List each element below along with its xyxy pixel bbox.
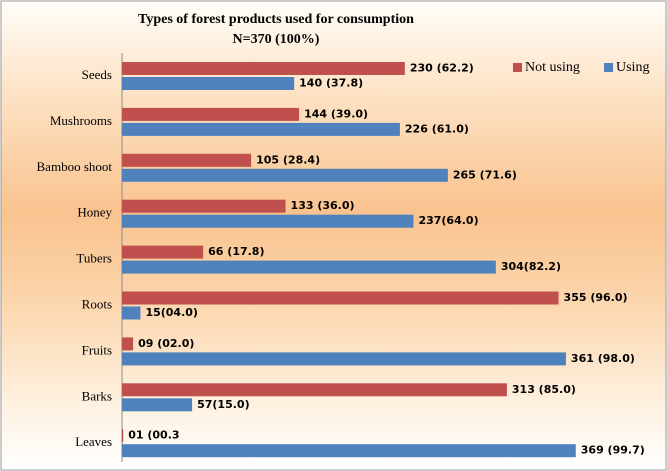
legend-swatch [604,63,613,72]
bar [122,383,507,397]
y-tick-label: Fruits [82,342,112,357]
bar [122,199,286,213]
data-label: 265 (71.6) [453,168,517,181]
y-tick-label: Tubers [76,251,112,266]
data-label: 09 (02.0) [138,337,194,350]
chart-subtitle: N=370 (100%) [233,32,320,47]
data-label: 133 (36.0) [291,199,355,212]
data-label: 140 (37.8) [299,77,363,90]
bar [122,245,204,259]
chart-title: Types of forest products used for consum… [138,12,414,27]
legend-swatch [513,63,522,72]
bar [122,260,496,274]
data-label: 355 (96.0) [564,291,628,304]
legend-label: Using [616,60,649,75]
y-tick-label: Bamboo shoot [37,159,113,174]
bar [122,122,400,136]
data-label: 304(82.2) [501,260,561,273]
bar [122,77,295,90]
y-tick-label: Mushrooms [50,113,112,128]
bar [122,306,141,320]
legend-label: Not using [525,60,580,75]
data-label: 105 (28.4) [256,153,320,166]
bar [122,214,414,228]
y-tick-label: Leaves [75,434,112,449]
data-label: 57(15.0) [197,398,250,411]
bar [122,168,448,182]
y-tick-label: Honey [77,205,112,220]
data-label: 01 (00.3 [128,429,179,442]
data-label: 313 (85.0) [512,383,576,396]
bar [122,444,576,458]
data-label: 369 (99.7) [581,444,645,457]
data-label: 361 (98.0) [571,352,635,365]
y-tick-label: Barks [82,388,112,403]
bar [122,337,134,351]
data-label: 144 (39.0) [304,107,368,120]
data-label: 15(04.0) [145,306,198,319]
bar [122,107,300,121]
bar [122,62,405,75]
data-label: 226 (61.0) [405,122,469,135]
bar [122,153,252,167]
data-label: 230 (62.2) [410,62,474,75]
data-label: 66 (17.8) [208,245,264,258]
bar [122,352,566,366]
y-tick-label: Roots [82,296,112,311]
bar [122,398,193,412]
data-label: 237(64.0) [418,214,478,227]
y-tick-label: Seeds [82,67,112,82]
bar [122,429,124,443]
bar [122,291,559,305]
